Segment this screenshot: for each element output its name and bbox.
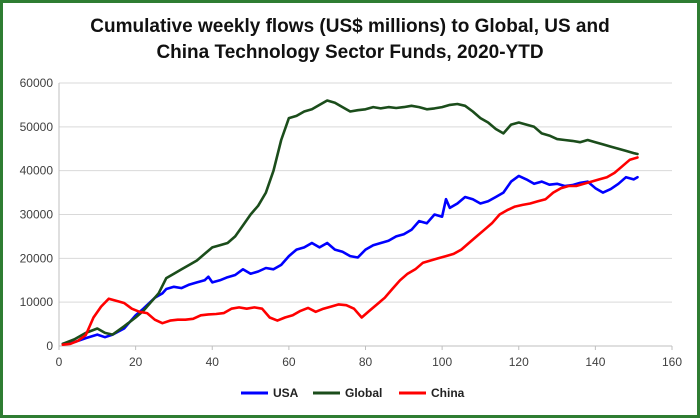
x-tick-label: 60: [282, 355, 296, 369]
x-tick-label: 40: [206, 355, 220, 369]
x-tick-label: 120: [509, 355, 529, 369]
y-tick-label: 40000: [20, 164, 54, 178]
x-tick-label: 20: [129, 355, 143, 369]
x-tick-label: 0: [56, 355, 63, 369]
y-tick-label: 30000: [20, 208, 54, 222]
gridlines: [59, 82, 672, 303]
y-tick-label: 50000: [20, 120, 54, 134]
x-tick-label: 100: [432, 355, 452, 369]
x-tick-label: 160: [662, 355, 682, 369]
y-tick-labels: 0 10000 20000 30000 40000 50000 60000: [20, 76, 54, 353]
x-tick-label: 140: [585, 355, 605, 369]
x-tick-labels: 0 20 40 60 80 100 120 140 160: [56, 355, 683, 369]
chart-title: Cumulative weekly flows (US$ millions) t…: [0, 14, 700, 66]
y-tick-label: 10000: [20, 295, 54, 309]
legend-label-china: China: [431, 386, 465, 400]
y-tick-label: 0: [46, 339, 53, 353]
legend-label-usa: USA: [273, 386, 299, 400]
x-tick-label: 80: [359, 355, 373, 369]
series-line-usa: [61, 174, 639, 346]
chart-title-line-2: China Technology Sector Funds, 2020-YTD: [156, 42, 544, 63]
y-tick-label: 20000: [20, 251, 54, 265]
series-line-china: [61, 156, 639, 346]
series-line-global: [61, 99, 639, 346]
legend-label-global: Global: [345, 386, 382, 400]
y-tick-label: 60000: [20, 76, 54, 90]
series-lines: [61, 99, 639, 346]
legend: USA Global China: [241, 386, 465, 400]
axes: [58, 83, 673, 350]
chart-title-line-1: Cumulative weekly flows (US$ millions) t…: [90, 16, 610, 37]
